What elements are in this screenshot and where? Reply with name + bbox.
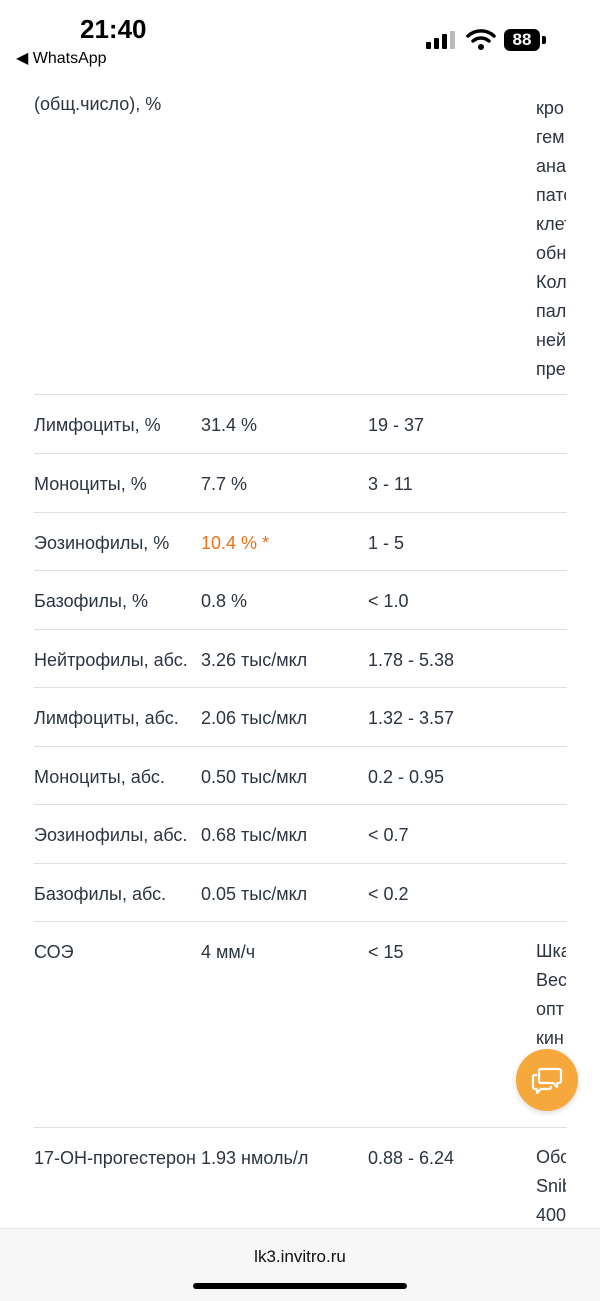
row-reference: < 1.0 bbox=[368, 591, 409, 611]
row-divider bbox=[34, 629, 567, 630]
chat-bubbles-icon bbox=[531, 1067, 563, 1095]
row-name: (общ.число), % bbox=[34, 94, 162, 114]
row-reference: 0.2 - 0.95 bbox=[368, 767, 445, 787]
row-note: Обс Snib 400 bbox=[536, 1147, 566, 1225]
url-text[interactable]: lk3.invitro.ru bbox=[254, 1247, 346, 1266]
row-divider bbox=[34, 687, 567, 688]
row-value: 0.05 тыс/мкл bbox=[201, 884, 308, 904]
row-value: 3.26 тыс/мкл bbox=[201, 650, 308, 670]
row-note: Шка Вест опт кин bbox=[536, 941, 566, 1048]
row-divider bbox=[34, 453, 567, 454]
battery-tip bbox=[542, 36, 546, 44]
row-reference: < 0.2 bbox=[368, 884, 409, 904]
row-value: 0.50 тыс/мкл bbox=[201, 767, 308, 787]
row-name: Моноциты, абс. bbox=[34, 767, 165, 787]
browser-address-bar[interactable]: lk3.invitro.ru bbox=[0, 1228, 600, 1301]
row-name: Эозинофилы, абс. bbox=[34, 825, 188, 845]
row-value-flagged: 10.4 % * bbox=[201, 533, 270, 553]
row-reference: 19 - 37 bbox=[368, 415, 425, 435]
row-reference: 0.88 - 6.24 bbox=[368, 1148, 455, 1168]
row-divider bbox=[34, 394, 567, 395]
row-name: СОЭ bbox=[34, 942, 74, 962]
row-divider bbox=[34, 512, 567, 513]
status-bar: 21:40 ◀ WhatsApp 88 bbox=[0, 0, 600, 70]
row-reference: 1.32 - 3.57 bbox=[368, 708, 455, 728]
status-time: 21:40 bbox=[80, 14, 147, 44]
row-divider bbox=[34, 746, 567, 747]
row-value: 7.7 % bbox=[201, 474, 248, 494]
row-value: 1.93 нмоль/л bbox=[201, 1148, 309, 1168]
row-value: 0.68 тыс/мкл bbox=[201, 825, 308, 845]
row-name: Лимфоциты, % bbox=[34, 415, 161, 435]
row-name: Эозинофилы, % bbox=[34, 533, 170, 553]
row-value: 31.4 % bbox=[201, 415, 258, 435]
row-divider bbox=[34, 921, 567, 922]
battery-icon: 88 bbox=[504, 29, 540, 51]
back-to-app-link[interactable]: ◀ WhatsApp bbox=[16, 50, 107, 67]
row-name: Базофилы, % bbox=[34, 591, 148, 611]
row-value: 4 мм/ч bbox=[201, 942, 256, 962]
cellular-signal-icon bbox=[426, 31, 456, 49]
row-name: 17-ОН-прогестерон bbox=[34, 1148, 196, 1168]
row-reference: 3 - 11 bbox=[368, 474, 413, 494]
row-divider bbox=[34, 570, 567, 571]
row-name: Базофилы, абс. bbox=[34, 884, 167, 904]
row-divider bbox=[34, 863, 567, 864]
row-divider bbox=[34, 804, 567, 805]
home-indicator[interactable] bbox=[193, 1283, 407, 1289]
row-reference: 1.78 - 5.38 bbox=[368, 650, 455, 670]
row-value: 0.8 % bbox=[201, 591, 248, 611]
row-name: Нейтрофилы, абс. bbox=[34, 650, 188, 670]
wifi-icon bbox=[466, 28, 496, 50]
row-reference: < 0.7 bbox=[368, 825, 409, 845]
row-divider bbox=[34, 1127, 567, 1128]
row-name: Моноциты, % bbox=[34, 474, 147, 494]
row-reference: 1 - 5 bbox=[368, 533, 405, 553]
row-note: кро гем ана пато клет обн Кол пал ней пр… bbox=[536, 98, 566, 379]
results-table: (общ.число), % кро гем ана пато клет обн… bbox=[0, 70, 600, 1228]
row-value: 2.06 тыс/мкл bbox=[201, 708, 308, 728]
chat-button[interactable] bbox=[516, 1049, 578, 1111]
row-reference: < 15 bbox=[368, 942, 404, 962]
row-name: Лимфоциты, абс. bbox=[34, 708, 179, 728]
